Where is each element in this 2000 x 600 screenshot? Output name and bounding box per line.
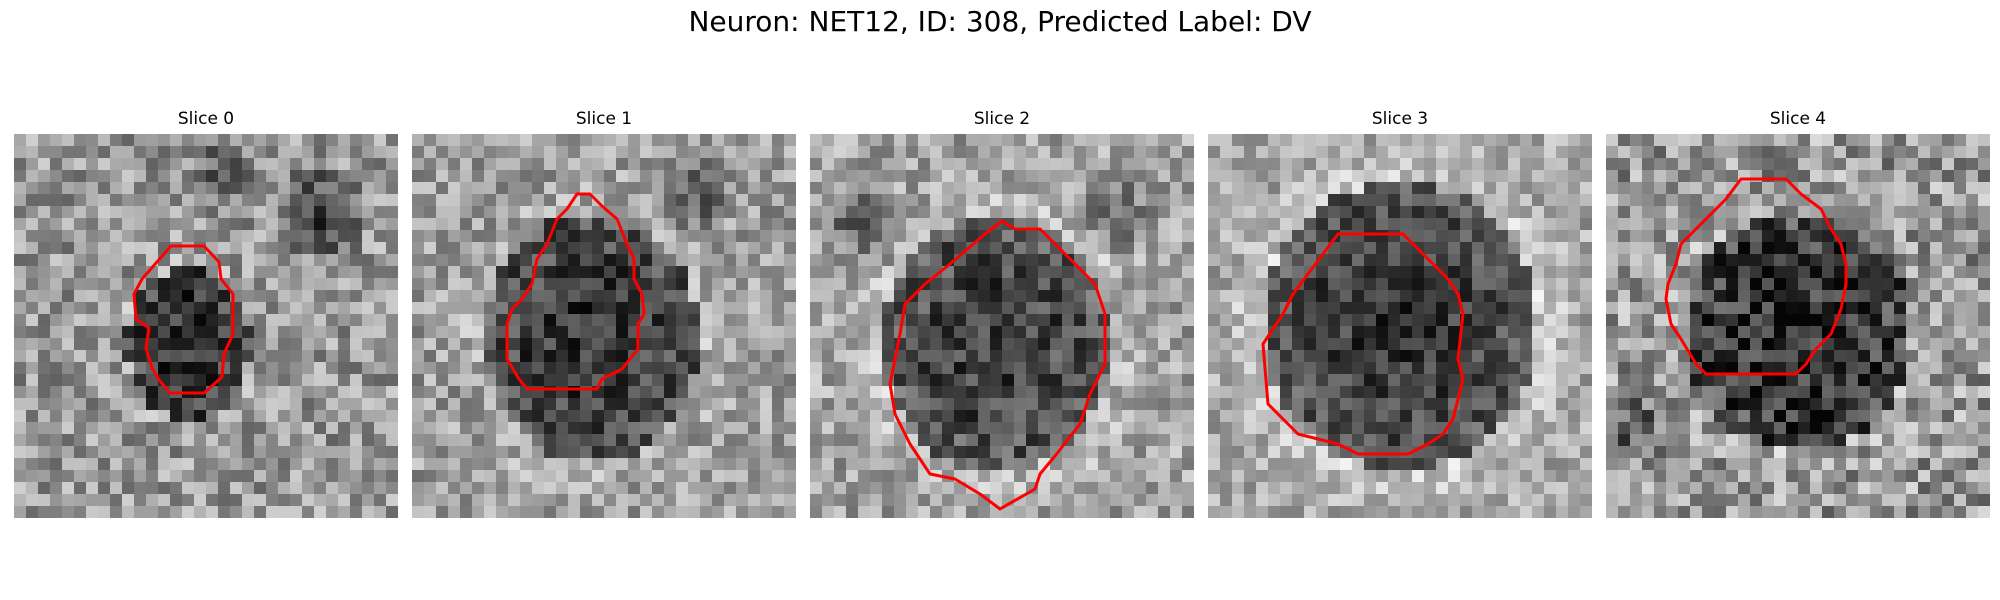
slice-image [810, 134, 1194, 518]
slice-image [1208, 134, 1592, 518]
slice-svg [1606, 134, 1990, 518]
slice-image [14, 134, 398, 518]
figure-title: Neuron: NET12, ID: 308, Predicted Label:… [688, 5, 1312, 38]
slice-svg [810, 134, 1194, 518]
slice-title: Slice 1 [575, 109, 633, 129]
slice-svg [14, 134, 398, 518]
slice-image [1606, 134, 1990, 518]
neuron-contour [888, 219, 1107, 511]
neuron-contour [505, 192, 646, 391]
neuron-contour [132, 244, 235, 395]
slice-image [412, 134, 796, 518]
slice-title: Slice 4 [1769, 109, 1827, 129]
slice-title: Slice 2 [973, 109, 1031, 129]
slice-title: Slice 3 [1371, 109, 1429, 129]
slice-svg [1208, 134, 1592, 518]
slice-svg [412, 134, 796, 518]
neuron-contour [1261, 232, 1465, 456]
neuron-contour [1664, 177, 1848, 376]
slice-title: Slice 0 [177, 109, 235, 129]
